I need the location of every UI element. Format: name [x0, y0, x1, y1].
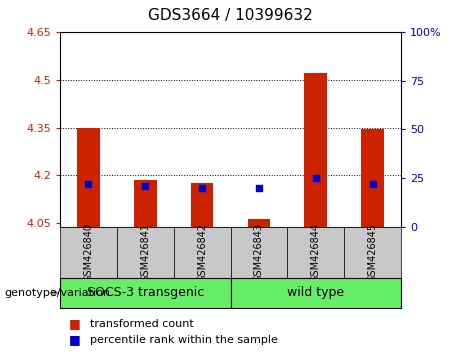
- Text: GSM426840: GSM426840: [83, 223, 94, 282]
- Text: GSM426845: GSM426845: [367, 223, 378, 282]
- Text: GSM426844: GSM426844: [311, 223, 321, 282]
- Text: wild type: wild type: [287, 286, 344, 299]
- Bar: [60, 227, 117, 278]
- Bar: [344, 227, 401, 278]
- Bar: [60, 278, 230, 308]
- Bar: [304, 73, 327, 227]
- Bar: [77, 127, 100, 227]
- Point: [85, 181, 92, 187]
- Bar: [361, 129, 384, 227]
- Text: GSM426842: GSM426842: [197, 223, 207, 282]
- Point: [369, 181, 376, 187]
- Bar: [287, 227, 344, 278]
- Text: ■: ■: [69, 318, 81, 330]
- Text: GDS3664 / 10399632: GDS3664 / 10399632: [148, 8, 313, 23]
- Text: GSM426841: GSM426841: [140, 223, 150, 282]
- Bar: [230, 227, 287, 278]
- Point: [255, 185, 263, 190]
- Text: GSM426843: GSM426843: [254, 223, 264, 282]
- Text: ■: ■: [69, 333, 81, 346]
- Point: [198, 185, 206, 190]
- Text: genotype/variation: genotype/variation: [5, 288, 111, 298]
- Text: percentile rank within the sample: percentile rank within the sample: [90, 335, 278, 345]
- Bar: [230, 278, 401, 308]
- Point: [312, 175, 319, 181]
- Bar: [117, 227, 174, 278]
- Bar: [134, 180, 157, 227]
- Text: transformed count: transformed count: [90, 319, 194, 329]
- Bar: [248, 218, 270, 227]
- Bar: [191, 183, 213, 227]
- Text: SOCS-3 transgenic: SOCS-3 transgenic: [87, 286, 204, 299]
- Bar: [174, 227, 230, 278]
- Point: [142, 183, 149, 188]
